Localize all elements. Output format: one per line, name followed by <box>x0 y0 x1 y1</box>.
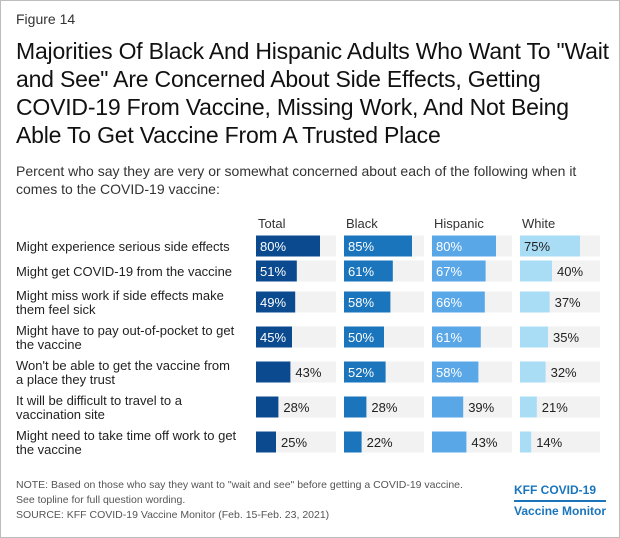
bar-total <box>256 291 296 313</box>
data-label: 58% <box>348 295 374 310</box>
bar-hispanic <box>432 326 481 348</box>
bar-total <box>256 326 292 348</box>
series-header-white: White <box>522 216 555 231</box>
logo-line-1: KFF COVID-19 <box>514 483 607 502</box>
note-line-1: NOTE: Based on those who say they want t… <box>16 479 463 491</box>
data-label: 67% <box>436 264 462 279</box>
series-header-hispanic: Hispanic <box>434 216 484 231</box>
data-label: 37% <box>555 295 581 310</box>
bar-black <box>344 326 384 348</box>
bar-total <box>256 396 279 418</box>
bar-total <box>256 260 297 282</box>
category-label: Might have to pay out-of-pocket to get th… <box>16 323 235 352</box>
bar-total <box>256 361 291 383</box>
chart-plot: Total Black Hispanic White Might experience … <box>16 216 600 457</box>
category-label: It will be difficult to travel to a vacci… <box>16 393 183 422</box>
data-label: 75% <box>524 239 550 254</box>
bar-black <box>344 235 412 257</box>
bar-track <box>344 431 424 453</box>
bar-white <box>520 260 552 282</box>
data-label: 51% <box>260 264 286 279</box>
data-label: 45% <box>260 330 286 345</box>
category-label: Might get COVID-19 from the vaccine <box>16 264 232 279</box>
data-label: 39% <box>468 400 494 415</box>
series-header-black: Black <box>346 216 378 231</box>
category-label: Might miss work if side effects make them… <box>16 288 224 317</box>
data-label: 32% <box>551 365 577 380</box>
bar-hispanic <box>432 361 479 383</box>
bar-hispanic <box>432 235 496 257</box>
bar-white <box>520 431 532 453</box>
bar-white <box>520 361 546 383</box>
bar-total <box>256 431 276 453</box>
data-label: 40% <box>557 264 583 279</box>
footnote: NOTE: Based on those who say they want t… <box>16 478 506 523</box>
bar-white <box>520 235 580 257</box>
bar-black <box>344 431 362 453</box>
kff-logo: KFF COVID-19 Vaccine Monitor <box>514 483 607 519</box>
figure-label: Figure 14 <box>16 11 76 27</box>
data-label: 58% <box>436 365 462 380</box>
data-label: 80% <box>260 239 286 254</box>
data-label: 61% <box>348 264 374 279</box>
series-header-total: Total <box>258 216 286 231</box>
category-label: Might experience serious side effects <box>16 239 230 254</box>
source-line: SOURCE: KFF COVID-19 Vaccine Monitor (Fe… <box>16 509 330 521</box>
bar-white <box>520 396 537 418</box>
logo-line-2: Vaccine Monitor <box>514 504 607 518</box>
data-label: 50% <box>348 330 374 345</box>
data-label: 25% <box>281 435 307 450</box>
bar-white <box>520 326 548 348</box>
bar-track <box>520 431 600 453</box>
category-label: Won't be able to get the vaccine from a p… <box>16 358 230 387</box>
category-label: Might need to take time off work to get t… <box>16 428 237 457</box>
bar-hispanic <box>432 431 467 453</box>
bar-black <box>344 396 367 418</box>
bar-white <box>520 291 550 313</box>
data-label: 14% <box>536 435 562 450</box>
data-label: 28% <box>283 400 309 415</box>
chart-title: Majorities Of Black And Hispanic Adults … <box>16 38 609 148</box>
bar-black <box>344 361 386 383</box>
data-label: 61% <box>436 330 462 345</box>
data-label: 35% <box>553 330 579 345</box>
data-label: 66% <box>436 295 462 310</box>
bar-hispanic <box>432 396 464 418</box>
data-label: 80% <box>436 239 462 254</box>
bar-black <box>344 291 391 313</box>
data-label: 43% <box>471 435 497 450</box>
data-label: 22% <box>367 435 393 450</box>
data-label: 21% <box>542 400 568 415</box>
bar-hispanic <box>432 291 485 313</box>
bar-total <box>256 235 320 257</box>
data-label: 52% <box>348 365 374 380</box>
note-line-2: See topline for full question wording. <box>16 494 186 506</box>
data-label: 43% <box>295 365 321 380</box>
data-label: 28% <box>371 400 397 415</box>
chart-subtitle: Percent who say they are very or somewha… <box>16 163 577 197</box>
bar-black <box>344 260 393 282</box>
data-label: 85% <box>348 239 374 254</box>
bar-hispanic <box>432 260 486 282</box>
data-label: 49% <box>260 295 286 310</box>
bar-track <box>520 396 600 418</box>
